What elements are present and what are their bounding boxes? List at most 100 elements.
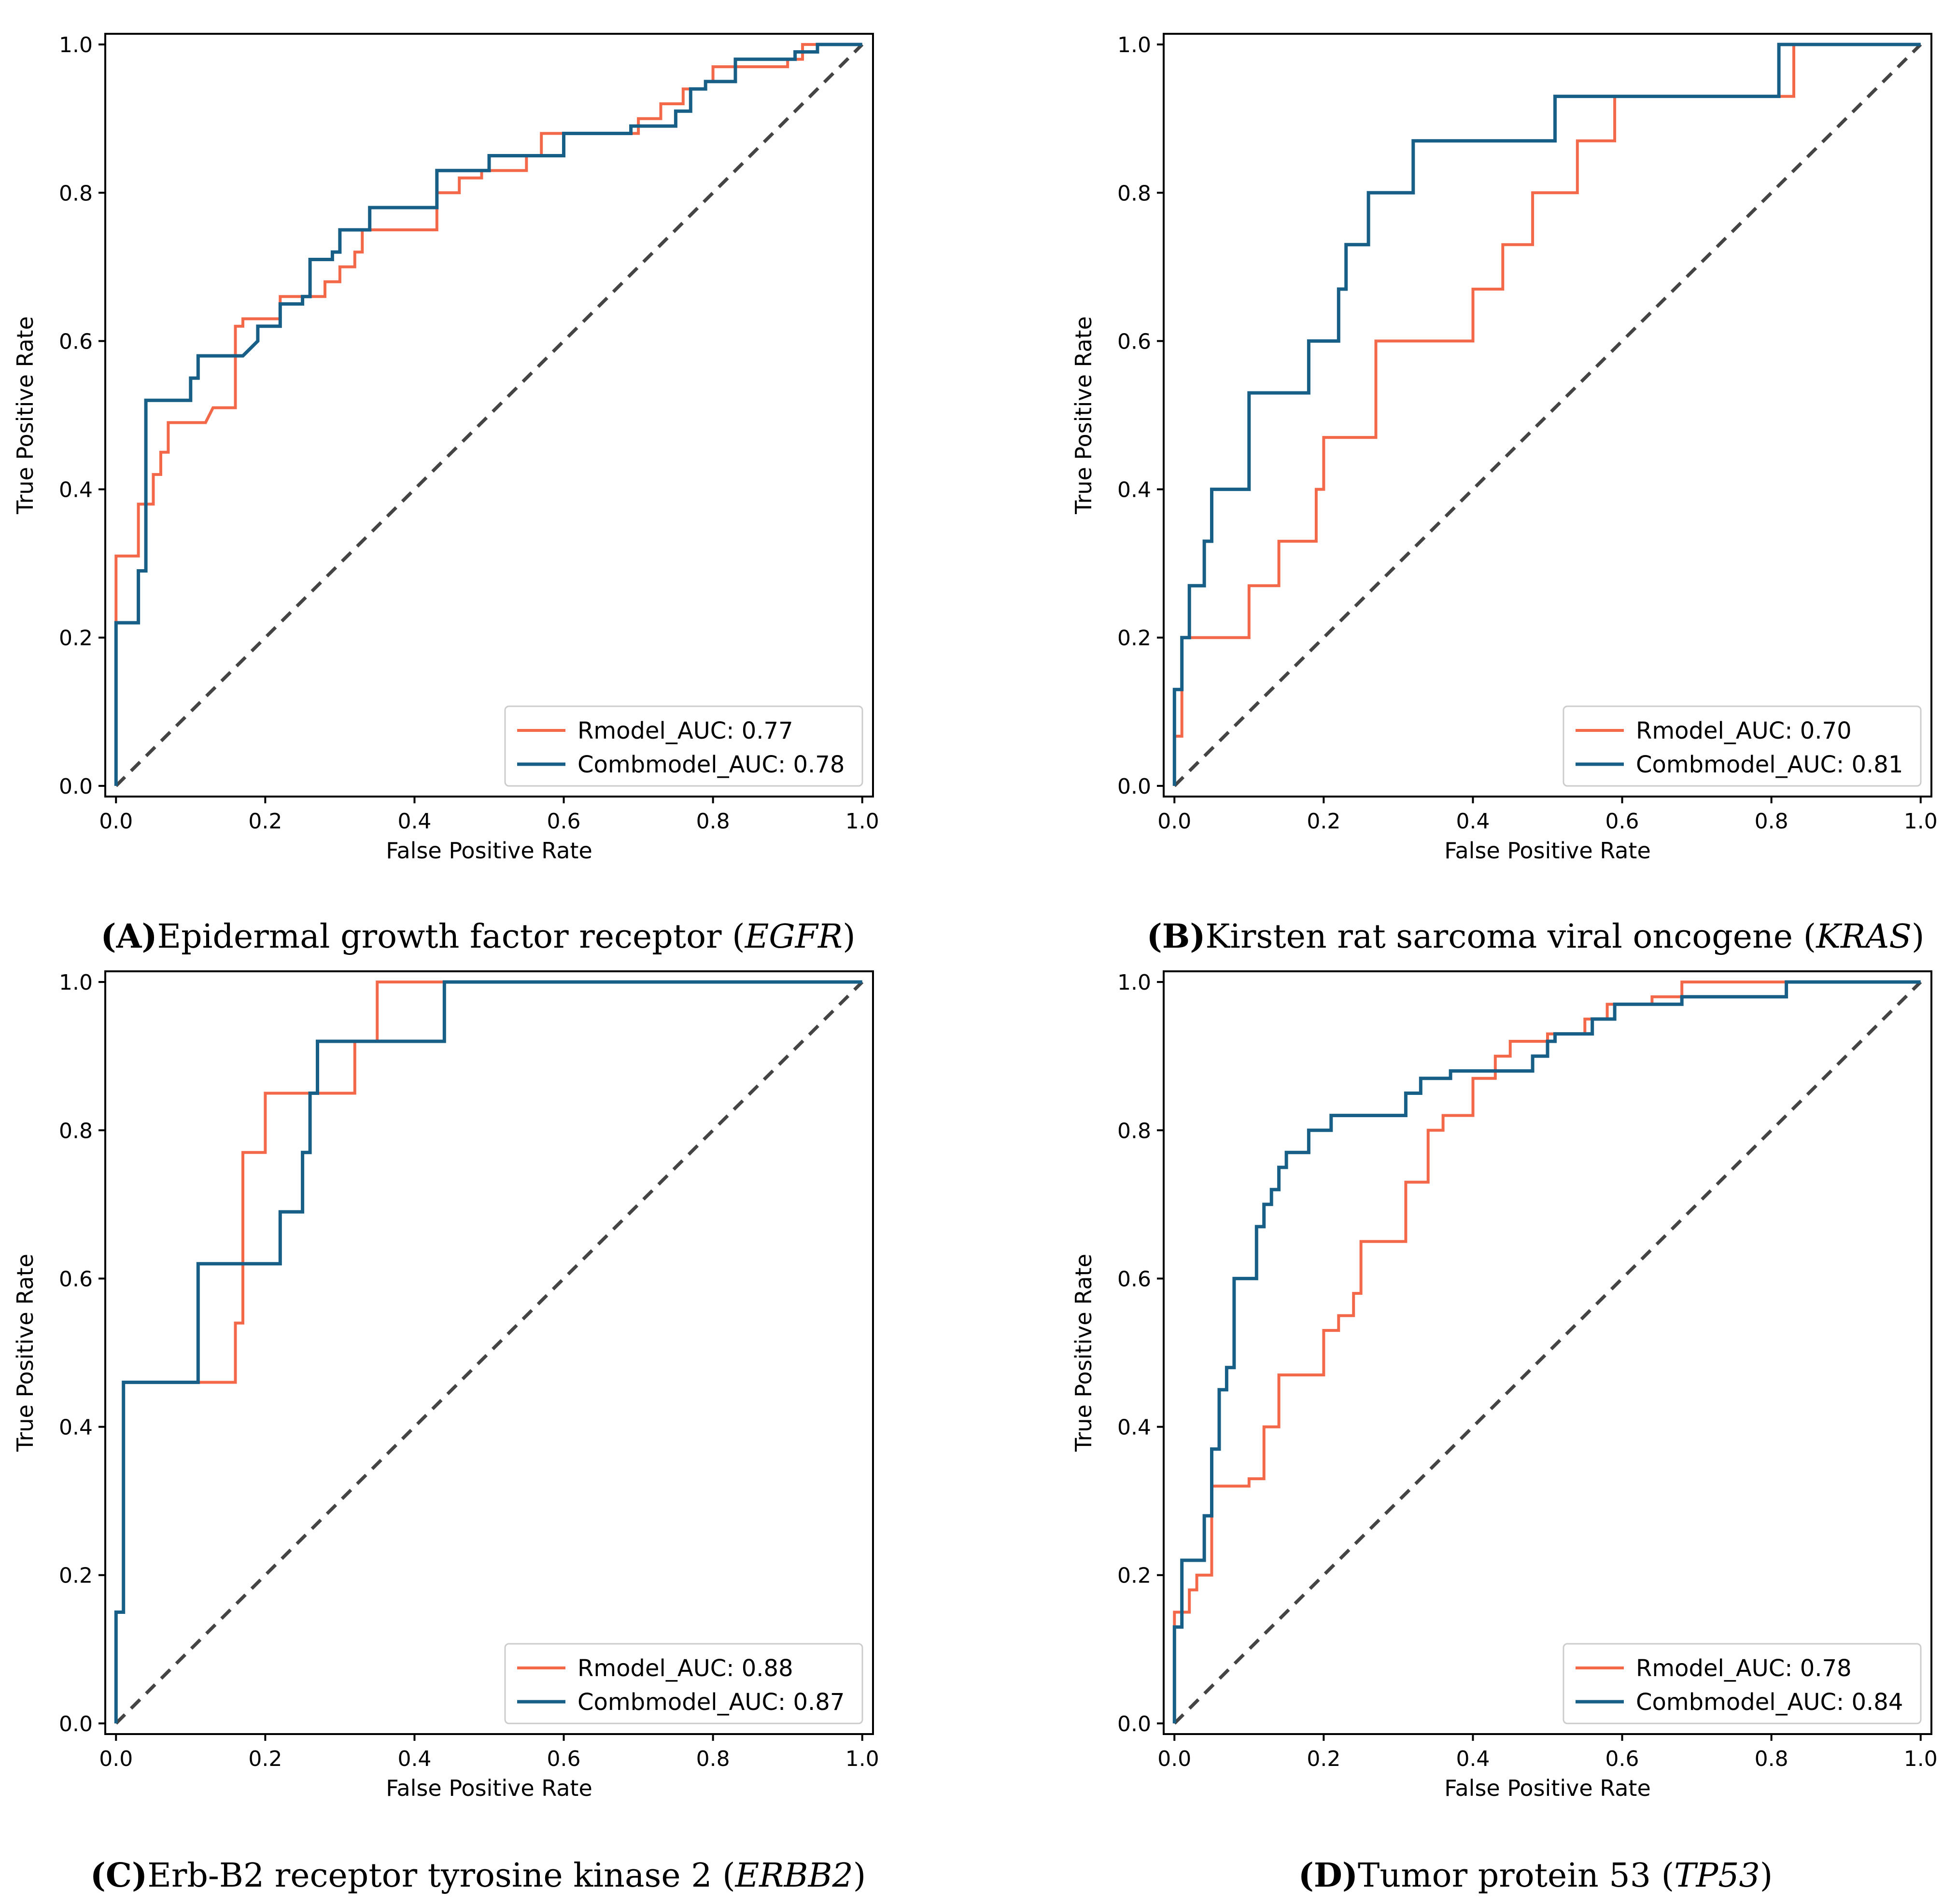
chart-b-legend-box (1563, 705, 1922, 787)
chart-d-series-rmodel (1173, 980, 1921, 1723)
caption-a-text: Epidermal growth factor receptor ( (157, 918, 745, 956)
caption-d-text: Tumor protein 53 ( (1358, 1857, 1675, 1895)
caption-b-abbr: KRAS (1816, 918, 1912, 956)
chart-b-series-rmodel (1173, 43, 1921, 786)
caption-c-prefix: (C) (90, 1856, 148, 1895)
chart-b-ytick-label: 1.0 (1117, 33, 1151, 57)
chart-d-ytick-label: 1.0 (1117, 970, 1151, 995)
chart-c-frame (104, 970, 874, 1735)
chart-c-legend-label-rmodel: Rmodel_AUC: 0.88 (577, 1655, 793, 1682)
chart-a-xtick-label: 0.0 (99, 809, 133, 834)
chart-d-series-combmodel (1172, 980, 1921, 1723)
chart-c-ytick-label: 1.0 (59, 970, 93, 995)
chart-b-frame (1163, 33, 1932, 798)
chart-d-ytick-label: 0.4 (1117, 1415, 1151, 1440)
chart-d-ytick-label: 0.0 (1117, 1712, 1151, 1736)
chart-b-series-combmodel (1172, 42, 1921, 786)
chart-d-ytick-label: 0.2 (1117, 1564, 1151, 1588)
chart-c-xtick-label: 0.6 (547, 1747, 581, 1771)
chart-d-xlabel: False Positive Rate (1444, 1775, 1651, 1801)
chart-a-xtick-label: 0.8 (696, 809, 730, 834)
chart-d-legend-label-combmodel: Combmodel_AUC: 0.84 (1636, 1689, 1903, 1716)
chart-a-ytick-label: 0.0 (59, 774, 93, 799)
chart-c-xtick-label: 0.0 (99, 1747, 133, 1771)
chart-c-ytick-label: 0.0 (59, 1712, 93, 1736)
chart-a-series-combmodel (114, 42, 862, 786)
caption-d-prefix: (D) (1298, 1856, 1358, 1895)
chart-c-ytick-label: 0.6 (59, 1267, 93, 1291)
caption-c-suffix: ) (853, 1857, 866, 1895)
chart-b-xtick-label: 0.4 (1456, 809, 1490, 834)
chart-d-xtick-label: 0.2 (1307, 1747, 1340, 1771)
chart-c-ytick-label: 0.2 (59, 1564, 93, 1588)
caption-a-prefix: (A) (100, 917, 157, 956)
chart-c-xtick-label: 0.8 (696, 1747, 730, 1771)
caption-b-text: Kirsten rat sarcoma viral oncogene ( (1205, 918, 1816, 956)
chart-c: 0.0 0.2 0.4 0.6 0.8 1.0 0.0 0.2 0.4 0.6 0.8 1.0 Fals… (12, 970, 879, 1801)
chart-c-series-combmodel (114, 980, 862, 1723)
chart-b-ytick-label: 0.6 (1117, 329, 1151, 354)
chart-d-xtick-label: 0.8 (1755, 1747, 1788, 1771)
chart-a-ytick-label: 0.4 (59, 478, 93, 503)
chart-a-xtick-label: 0.2 (248, 809, 282, 834)
chart-a-xtick-label: 1.0 (845, 809, 879, 834)
chart-a-ylabel: True Positive Rate (12, 316, 38, 515)
chart-c-legend: Rmodel_AUC: 0.88 Combmodel_AUC: 0.87 (504, 1643, 863, 1724)
caption-d-suffix: ) (1760, 1857, 1773, 1895)
chart-c-ytick-label: 0.4 (59, 1415, 93, 1440)
chart-b-ytick-label: 0.8 (1117, 181, 1151, 206)
caption-a: (A)Epidermal growth factor receptor (EGF… (100, 917, 855, 956)
chart-a: 0.0 0.2 0.4 0.6 0.8 1.0 0.0 0.2 0.4 0.6 0.8 1.0 Fals… (12, 33, 879, 864)
chart-a-ytick-label: 1.0 (59, 33, 93, 57)
chart-b-ytick-label: 0.2 (1117, 626, 1151, 651)
chart-a-ytick-label: 0.8 (59, 181, 93, 206)
chart-d-xtick-label: 0.0 (1157, 1747, 1191, 1771)
chart-b-xtick-label: 0.6 (1605, 809, 1639, 834)
chart-a-legend: Rmodel_AUC: 0.77 Combmodel_AUC: 0.78 (504, 705, 863, 787)
chart-b: 0.0 0.2 0.4 0.6 0.8 1.0 0.0 0.2 0.4 0.6 0.8 1.0 Fals… (1070, 33, 1938, 864)
chart-d-ytick-label: 0.8 (1117, 1119, 1151, 1143)
chart-a-xlabel: False Positive Rate (386, 838, 592, 864)
chart-a-legend-box (504, 705, 863, 787)
caption-b: (B)Kirsten rat sarcoma viral oncogene (K… (1147, 917, 1925, 956)
chart-c-legend-box (504, 1643, 863, 1724)
chart-d-xtick-label: 0.4 (1456, 1747, 1490, 1771)
chart-d-xtick-label: 0.6 (1605, 1747, 1639, 1771)
chart-c-xtick-label: 0.2 (248, 1747, 282, 1771)
chart-b-legend-label-rmodel: Rmodel_AUC: 0.70 (1636, 717, 1852, 744)
chart-d-xtick-label: 1.0 (1904, 1747, 1938, 1771)
chart-d-diagonal (1173, 980, 1922, 1725)
chart-c-diagonal (114, 980, 864, 1725)
chart-d-legend: Rmodel_AUC: 0.78 Combmodel_AUC: 0.84 (1563, 1643, 1922, 1724)
caption-d: (D)Tumor protein 53 (TP53) (1298, 1856, 1773, 1895)
chart-a-legend-label-rmodel: Rmodel_AUC: 0.77 (577, 717, 793, 744)
chart-c-ylabel: True Positive Rate (12, 1254, 38, 1452)
chart-d-ytick-label: 0.6 (1117, 1267, 1151, 1291)
chart-d-legend-box (1563, 1643, 1922, 1724)
chart-d-ylabel: True Positive Rate (1070, 1254, 1097, 1452)
caption-c-abbr: ERBB2 (735, 1857, 853, 1895)
caption-c-text: Erb-B2 receptor tyrosine kinase 2 ( (147, 1857, 735, 1895)
caption-a-abbr: EGFR (745, 918, 843, 956)
chart-b-xtick-label: 1.0 (1904, 809, 1938, 834)
chart-a-ytick-label: 0.2 (59, 626, 93, 651)
chart-d: 0.0 0.2 0.4 0.6 0.8 1.0 0.0 0.2 0.4 0.6 0.8 1.0 Fals… (1070, 970, 1938, 1801)
chart-b-ylabel: True Positive Rate (1070, 316, 1097, 515)
caption-a-suffix: ) (843, 918, 856, 956)
chart-c-xlabel: False Positive Rate (386, 1775, 592, 1801)
caption-c: (C)Erb-B2 receptor tyrosine kinase 2 (ER… (90, 1856, 866, 1895)
chart-b-ytick-label: 0.4 (1117, 478, 1151, 503)
chart-c-xtick-label: 1.0 (845, 1747, 879, 1771)
chart-a-diagonal (114, 43, 864, 787)
chart-b-diagonal (1173, 43, 1922, 787)
chart-b-xtick-label: 0.2 (1307, 809, 1340, 834)
chart-a-legend-label-combmodel: Combmodel_AUC: 0.78 (577, 751, 845, 778)
chart-b-ytick-label: 0.0 (1117, 774, 1151, 799)
chart-c-ytick-label: 0.8 (59, 1119, 93, 1143)
caption-b-suffix: ) (1911, 918, 1925, 956)
chart-c-xtick-label: 0.4 (397, 1747, 431, 1771)
chart-c-legend-label-combmodel: Combmodel_AUC: 0.87 (577, 1689, 845, 1716)
chart-b-legend-label-combmodel: Combmodel_AUC: 0.81 (1636, 751, 1903, 778)
chart-d-frame (1163, 970, 1932, 1735)
